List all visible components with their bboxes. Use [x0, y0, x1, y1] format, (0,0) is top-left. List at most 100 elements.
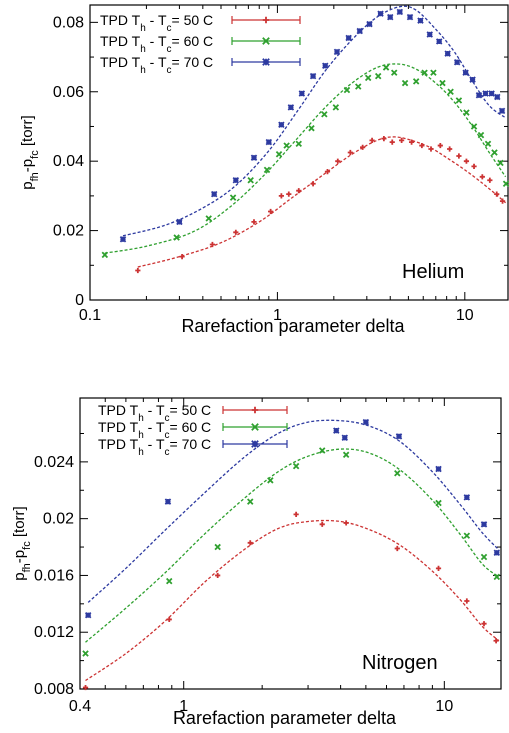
series-2	[82, 447, 501, 657]
y-axis-title: pfh-pfc [torr]	[19, 115, 41, 189]
data-point	[462, 69, 469, 76]
data-point	[435, 565, 442, 571]
data-point	[471, 163, 477, 169]
data-point	[310, 181, 316, 187]
data-point	[493, 638, 499, 644]
data-point	[426, 31, 433, 38]
data-point	[262, 16, 270, 24]
data-point	[437, 142, 443, 149]
y-tick-label: 0.02	[43, 511, 74, 528]
data-point	[412, 78, 420, 85]
plot-frame	[79, 397, 502, 690]
gas-label: Nitrogen	[362, 652, 438, 674]
data-point	[480, 521, 488, 528]
y-tick-label: 0	[75, 292, 84, 309]
data-point	[293, 511, 299, 517]
legend-label: TPD Th - Tc= 70 C	[98, 436, 211, 458]
data-point	[135, 267, 141, 274]
data-point	[283, 142, 290, 149]
data-point	[502, 180, 509, 187]
data-point	[463, 158, 470, 164]
fit-curve	[104, 63, 507, 254]
data-point	[251, 219, 257, 225]
data-point	[82, 684, 89, 691]
data-point	[268, 208, 274, 215]
chart-panel-helium: 0.1 1 10 0 0.02 0.04 0.06 0.08 Rarefaction param…	[19, 4, 509, 336]
fit-curve	[85, 519, 500, 682]
legend-label: TPD Th - Tc= 60 C	[100, 33, 213, 55]
data-point	[484, 140, 492, 148]
data-point	[332, 104, 340, 111]
data-point	[262, 58, 270, 66]
fit-curve	[87, 419, 500, 603]
data-point	[319, 521, 325, 527]
data-point	[164, 498, 172, 505]
data-point	[210, 190, 218, 198]
data-point	[447, 88, 454, 96]
data-point	[366, 20, 373, 28]
data-point	[470, 123, 478, 130]
data-point	[463, 109, 470, 116]
data-point	[421, 69, 428, 76]
data-point	[463, 532, 471, 539]
data-point	[278, 193, 284, 199]
legend-label: TPD Th - Tc= 60 C	[98, 419, 211, 441]
data-point	[209, 241, 216, 248]
data-point	[295, 140, 302, 148]
data-point	[362, 418, 370, 426]
plot-frame	[89, 4, 509, 301]
data-point	[309, 72, 317, 80]
data-point	[246, 498, 254, 505]
data-point	[233, 229, 239, 235]
data-point	[119, 236, 127, 243]
data-point	[394, 469, 401, 477]
data-point	[435, 465, 442, 473]
data-point	[475, 91, 483, 99]
data-point	[267, 477, 274, 484]
data-point	[251, 406, 259, 414]
data-point	[262, 37, 270, 45]
gas-label: Helium	[402, 261, 464, 283]
y-tick-label: 0.08	[53, 14, 84, 31]
x-tick-label: 10	[435, 698, 453, 715]
data-point	[347, 149, 353, 156]
data-point	[335, 158, 341, 164]
data-point	[386, 13, 394, 21]
x-tick-label: 1	[273, 307, 282, 324]
fit-curve	[122, 5, 506, 237]
data-point	[205, 215, 212, 222]
data-point	[455, 97, 463, 104]
data-point	[377, 10, 384, 17]
data-point	[396, 8, 404, 16]
series-1	[82, 511, 500, 691]
data-point	[250, 154, 258, 161]
legend-label: TPD Th - Tc= 50 C	[98, 402, 211, 424]
data-point	[265, 138, 273, 146]
data-point	[286, 191, 292, 197]
data-point	[406, 13, 414, 21]
data-point	[251, 440, 259, 448]
legend-label: TPD Th - Tc= 70 C	[100, 54, 213, 76]
data-point	[444, 50, 451, 57]
data-point	[497, 159, 504, 167]
data-point	[453, 59, 461, 66]
data-point	[229, 194, 237, 201]
series-1	[135, 136, 507, 274]
data-point	[321, 111, 328, 118]
data-point	[263, 166, 271, 174]
y-tick-label: 0.008	[34, 681, 74, 698]
data-point	[419, 142, 425, 149]
data-point	[360, 144, 366, 150]
data-point	[247, 177, 254, 184]
data-point	[494, 191, 500, 197]
data-point	[389, 139, 395, 145]
data-point	[435, 38, 443, 45]
data-point	[369, 137, 375, 143]
chart-panel-nitrogen: 0.4 1 10 0.008 0.012 0.016 0.02 0.024 Rarefactio…	[11, 397, 502, 728]
data-point	[493, 573, 501, 581]
data-point	[101, 251, 109, 259]
data-point	[399, 137, 405, 143]
data-point	[469, 76, 476, 83]
data-point	[408, 139, 415, 145]
data-point	[355, 83, 362, 90]
